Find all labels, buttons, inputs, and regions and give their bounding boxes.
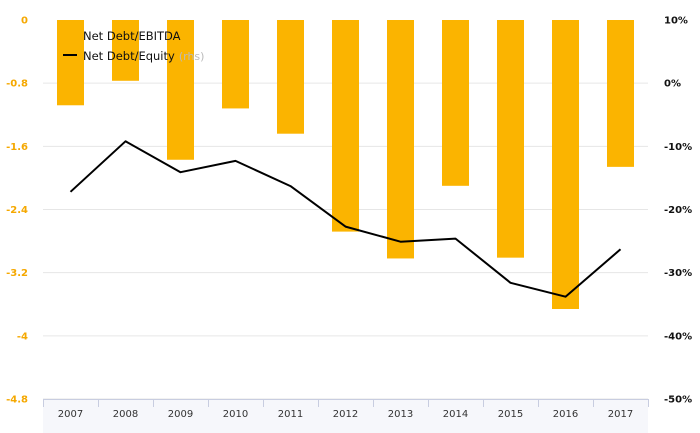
- x-tick-label: 2009: [168, 409, 193, 420]
- bar-2011: [277, 20, 304, 134]
- bar-2016: [552, 20, 579, 309]
- legend-line-label: Net Debt/Equity (rhs): [83, 49, 204, 63]
- x-tick-label: 2012: [333, 409, 358, 420]
- bar-2012: [332, 20, 359, 232]
- x-axis-ticks: 2007 2008 2009 2010 2011 2012 2013 2014 2015 2016…: [58, 409, 633, 420]
- bar-2015: [497, 20, 524, 258]
- bar-2009: [167, 20, 194, 160]
- x-axis-band: [43, 399, 648, 433]
- legend: Net Debt/EBITDA Net Debt/Equity (rhs): [63, 29, 204, 63]
- x-tick-label: 2015: [498, 409, 523, 420]
- right-tick-label: -30%: [664, 268, 692, 279]
- right-tick-label: 10%: [664, 16, 688, 27]
- legend-item-bars: Net Debt/EBITDA: [64, 29, 181, 43]
- x-axis: [43, 399, 649, 433]
- right-tick-label: -20%: [664, 205, 692, 216]
- bar-2008: [112, 20, 139, 81]
- right-tick-label: 0%: [664, 79, 681, 90]
- legend-line-name: Net Debt/Equity: [83, 49, 175, 63]
- legend-line-suffix: (rhs): [179, 50, 205, 63]
- right-tick-label: -40%: [664, 331, 692, 342]
- left-tick-label: -2.4: [6, 205, 28, 216]
- legend-item-line: Net Debt/Equity (rhs): [63, 49, 204, 63]
- x-tick-label: 2016: [553, 409, 578, 420]
- bar-2013: [387, 20, 414, 259]
- x-tick-label: 2008: [113, 409, 138, 420]
- bar-2010: [222, 20, 249, 109]
- bar-series: [57, 20, 634, 309]
- left-tick-label: 0: [21, 16, 28, 27]
- bar-2014: [442, 20, 469, 186]
- right-tick-label: -10%: [664, 142, 692, 153]
- x-tick-label: 2017: [608, 409, 633, 420]
- left-axis-ticks: 0 -0.8 -1.6 -2.4 -3.2 -4 -4.8: [6, 16, 28, 406]
- legend-bar-swatch: [64, 31, 76, 41]
- x-tick-label: 2013: [388, 409, 413, 420]
- legend-bar-label: Net Debt/EBITDA: [83, 29, 181, 43]
- left-tick-label: -4: [17, 331, 28, 342]
- bar-2017: [607, 20, 634, 167]
- right-axis-ticks: 10% 0% -10% -20% -30% -40% -50%: [664, 16, 692, 406]
- x-tick-label: 2014: [443, 409, 468, 420]
- left-tick-label: -4.8: [6, 395, 28, 406]
- x-tick-label: 2011: [278, 409, 303, 420]
- left-tick-label: -3.2: [6, 268, 28, 279]
- right-tick-label: -50%: [664, 395, 692, 406]
- x-tick-label: 2010: [223, 409, 248, 420]
- left-tick-label: -1.6: [6, 142, 28, 153]
- left-tick-label: -0.8: [6, 79, 28, 90]
- x-tick-label: 2007: [58, 409, 83, 420]
- line-series: [69, 140, 622, 298]
